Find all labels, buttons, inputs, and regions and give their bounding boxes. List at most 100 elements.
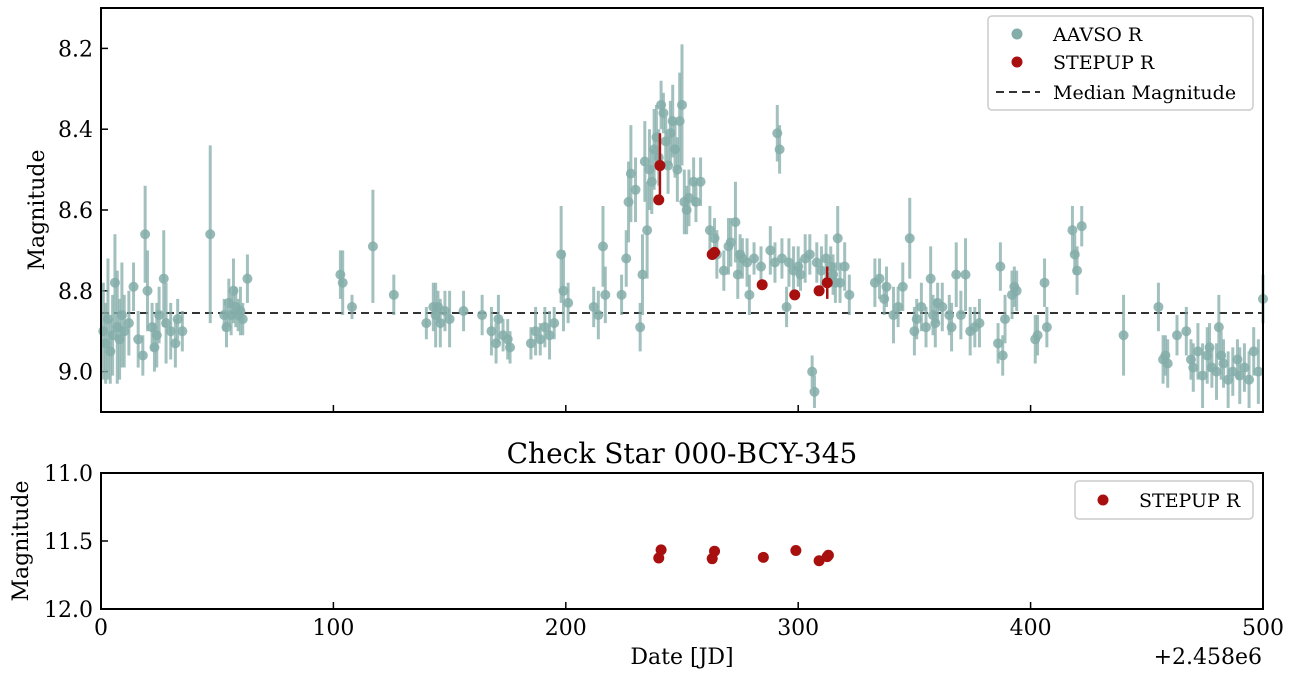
aavso-point-78 (642, 225, 653, 236)
aavso-point-166 (1000, 314, 1011, 325)
aavso-point-193 (1213, 322, 1224, 333)
top-plot-frame (100, 7, 1264, 413)
aavso-point-60 (539, 322, 550, 333)
aavso-point-135 (835, 277, 846, 288)
stepup-point-7 (821, 277, 833, 289)
aavso-point-159 (960, 269, 971, 280)
aavso-point-23 (170, 338, 181, 349)
aavso-point-157 (951, 269, 962, 280)
aavso-point-77 (639, 156, 650, 167)
aavso-point-41 (388, 289, 399, 300)
aavso-point-148 (916, 301, 927, 312)
aavso-point-71 (621, 253, 632, 264)
aavso-point-99 (695, 176, 706, 187)
aavso-point-184 (1181, 326, 1192, 337)
aavso-point-158 (955, 310, 966, 321)
aavso-point-12 (133, 334, 144, 345)
aavso-point-156 (946, 322, 957, 333)
top-y-tick-label-4: 9.0 (58, 361, 93, 386)
top-y-tick-label-2: 8.6 (58, 199, 93, 224)
aavso-point-24 (172, 314, 183, 325)
aavso-point-127 (809, 386, 820, 397)
aavso-point-50 (477, 310, 488, 321)
check-stepup-point-3 (709, 545, 721, 557)
check-stepup-point-4 (757, 551, 769, 563)
check-star-title: Check Star 000-BCY-345 (507, 437, 858, 470)
aavso-point-145 (904, 233, 915, 244)
bottom-y-tick-label-0: 11.0 (44, 462, 93, 487)
aavso-point-49 (458, 306, 469, 316)
aavso-point-112 (749, 253, 760, 264)
top-legend: AAVSO R STEPUP R Median Magnitude (987, 15, 1254, 111)
aavso-point-195 (1218, 358, 1229, 369)
x-offset-label: +2.458e6 (1154, 645, 1262, 670)
aavso-point-62 (549, 318, 560, 329)
aavso-point-13 (137, 350, 148, 361)
check-stepup-point-8 (821, 551, 833, 563)
aavso-point-188 (1197, 370, 1208, 381)
aavso-point-179 (1153, 301, 1164, 312)
aavso-point-117 (774, 144, 785, 155)
aavso-point-129 (816, 265, 827, 276)
aavso-point-162 (974, 318, 985, 329)
aavso-point-20 (158, 273, 169, 284)
aavso-point-120 (783, 257, 794, 268)
aavso-point-174 (1067, 225, 1078, 236)
aavso-point-123 (795, 269, 806, 280)
legend-aavso-marker (1011, 28, 1023, 40)
aavso-point-9 (119, 326, 130, 337)
stepup-point-5 (789, 289, 801, 301)
aavso-series (98, 44, 1268, 408)
aavso-point-201 (1244, 374, 1255, 385)
top-y-tick-labels: 8.2 8.4 8.6 8.8 9.0 (58, 37, 93, 385)
aavso-point-47 (439, 306, 450, 316)
bottom-x-tick-label-5: 500 (1242, 616, 1284, 641)
check-star-panel: Check Star 000-BCY-345 11.0 11.5 12.0 0 100… (9, 437, 1284, 670)
check-stepup-point-6 (813, 555, 825, 567)
aavso-point-75 (635, 322, 646, 333)
aavso-point-173 (1041, 322, 1052, 333)
aavso-point-178 (1118, 330, 1129, 341)
aavso-point-61 (544, 330, 555, 341)
main-light-curve-panel: 8.2 8.4 8.6 8.8 9.0 Magnitude AAVSO R STEPUP… (25, 7, 1268, 413)
aavso-point-128 (811, 257, 822, 268)
aavso-point-111 (744, 289, 755, 300)
aavso-point-36 (242, 273, 253, 284)
legend-stepup-label: STEPUP R (1053, 52, 1155, 74)
aavso-point-149 (921, 322, 932, 333)
aavso-point-85 (658, 108, 669, 119)
bottom-y-axis-label: Magnitude (9, 480, 34, 601)
aavso-point-98 (690, 196, 701, 207)
aavso-point-114 (765, 245, 776, 256)
aavso-point-53 (493, 314, 504, 325)
aavso-point-176 (1072, 265, 1083, 276)
top-y-tick-label-1: 8.4 (58, 118, 93, 143)
aavso-point-202 (1248, 346, 1259, 357)
top-legend-frame (987, 15, 1254, 111)
aavso-point-203 (1253, 366, 1264, 377)
stepup-point-4 (756, 279, 768, 291)
aavso-point-58 (530, 326, 541, 337)
aavso-point-177 (1076, 221, 1087, 232)
aavso-point-26 (205, 229, 216, 240)
aavso-point-70 (616, 289, 627, 300)
check-stepup-point-5 (790, 545, 802, 557)
aavso-point-150 (925, 273, 936, 284)
aavso-point-10 (123, 318, 134, 329)
aavso-point-74 (630, 184, 641, 195)
legend-check-stepup-marker (1097, 494, 1109, 506)
bottom-x-tick-label-4: 400 (1010, 616, 1052, 641)
x-axis-label: Date [JD] (630, 645, 733, 670)
aavso-point-144 (897, 281, 908, 292)
aavso-point-46 (435, 318, 446, 329)
aavso-point-19 (154, 310, 165, 321)
aavso-point-163 (993, 338, 1004, 349)
aavso-point-25 (177, 326, 188, 337)
aavso-point-113 (756, 261, 767, 272)
aavso-point-137 (844, 289, 855, 300)
bottom-x-tick-label-1: 100 (312, 616, 354, 641)
aavso-point-186 (1188, 362, 1199, 373)
aavso-point-22 (165, 326, 176, 337)
aavso-point-66 (588, 301, 599, 312)
aavso-point-126 (807, 366, 818, 377)
